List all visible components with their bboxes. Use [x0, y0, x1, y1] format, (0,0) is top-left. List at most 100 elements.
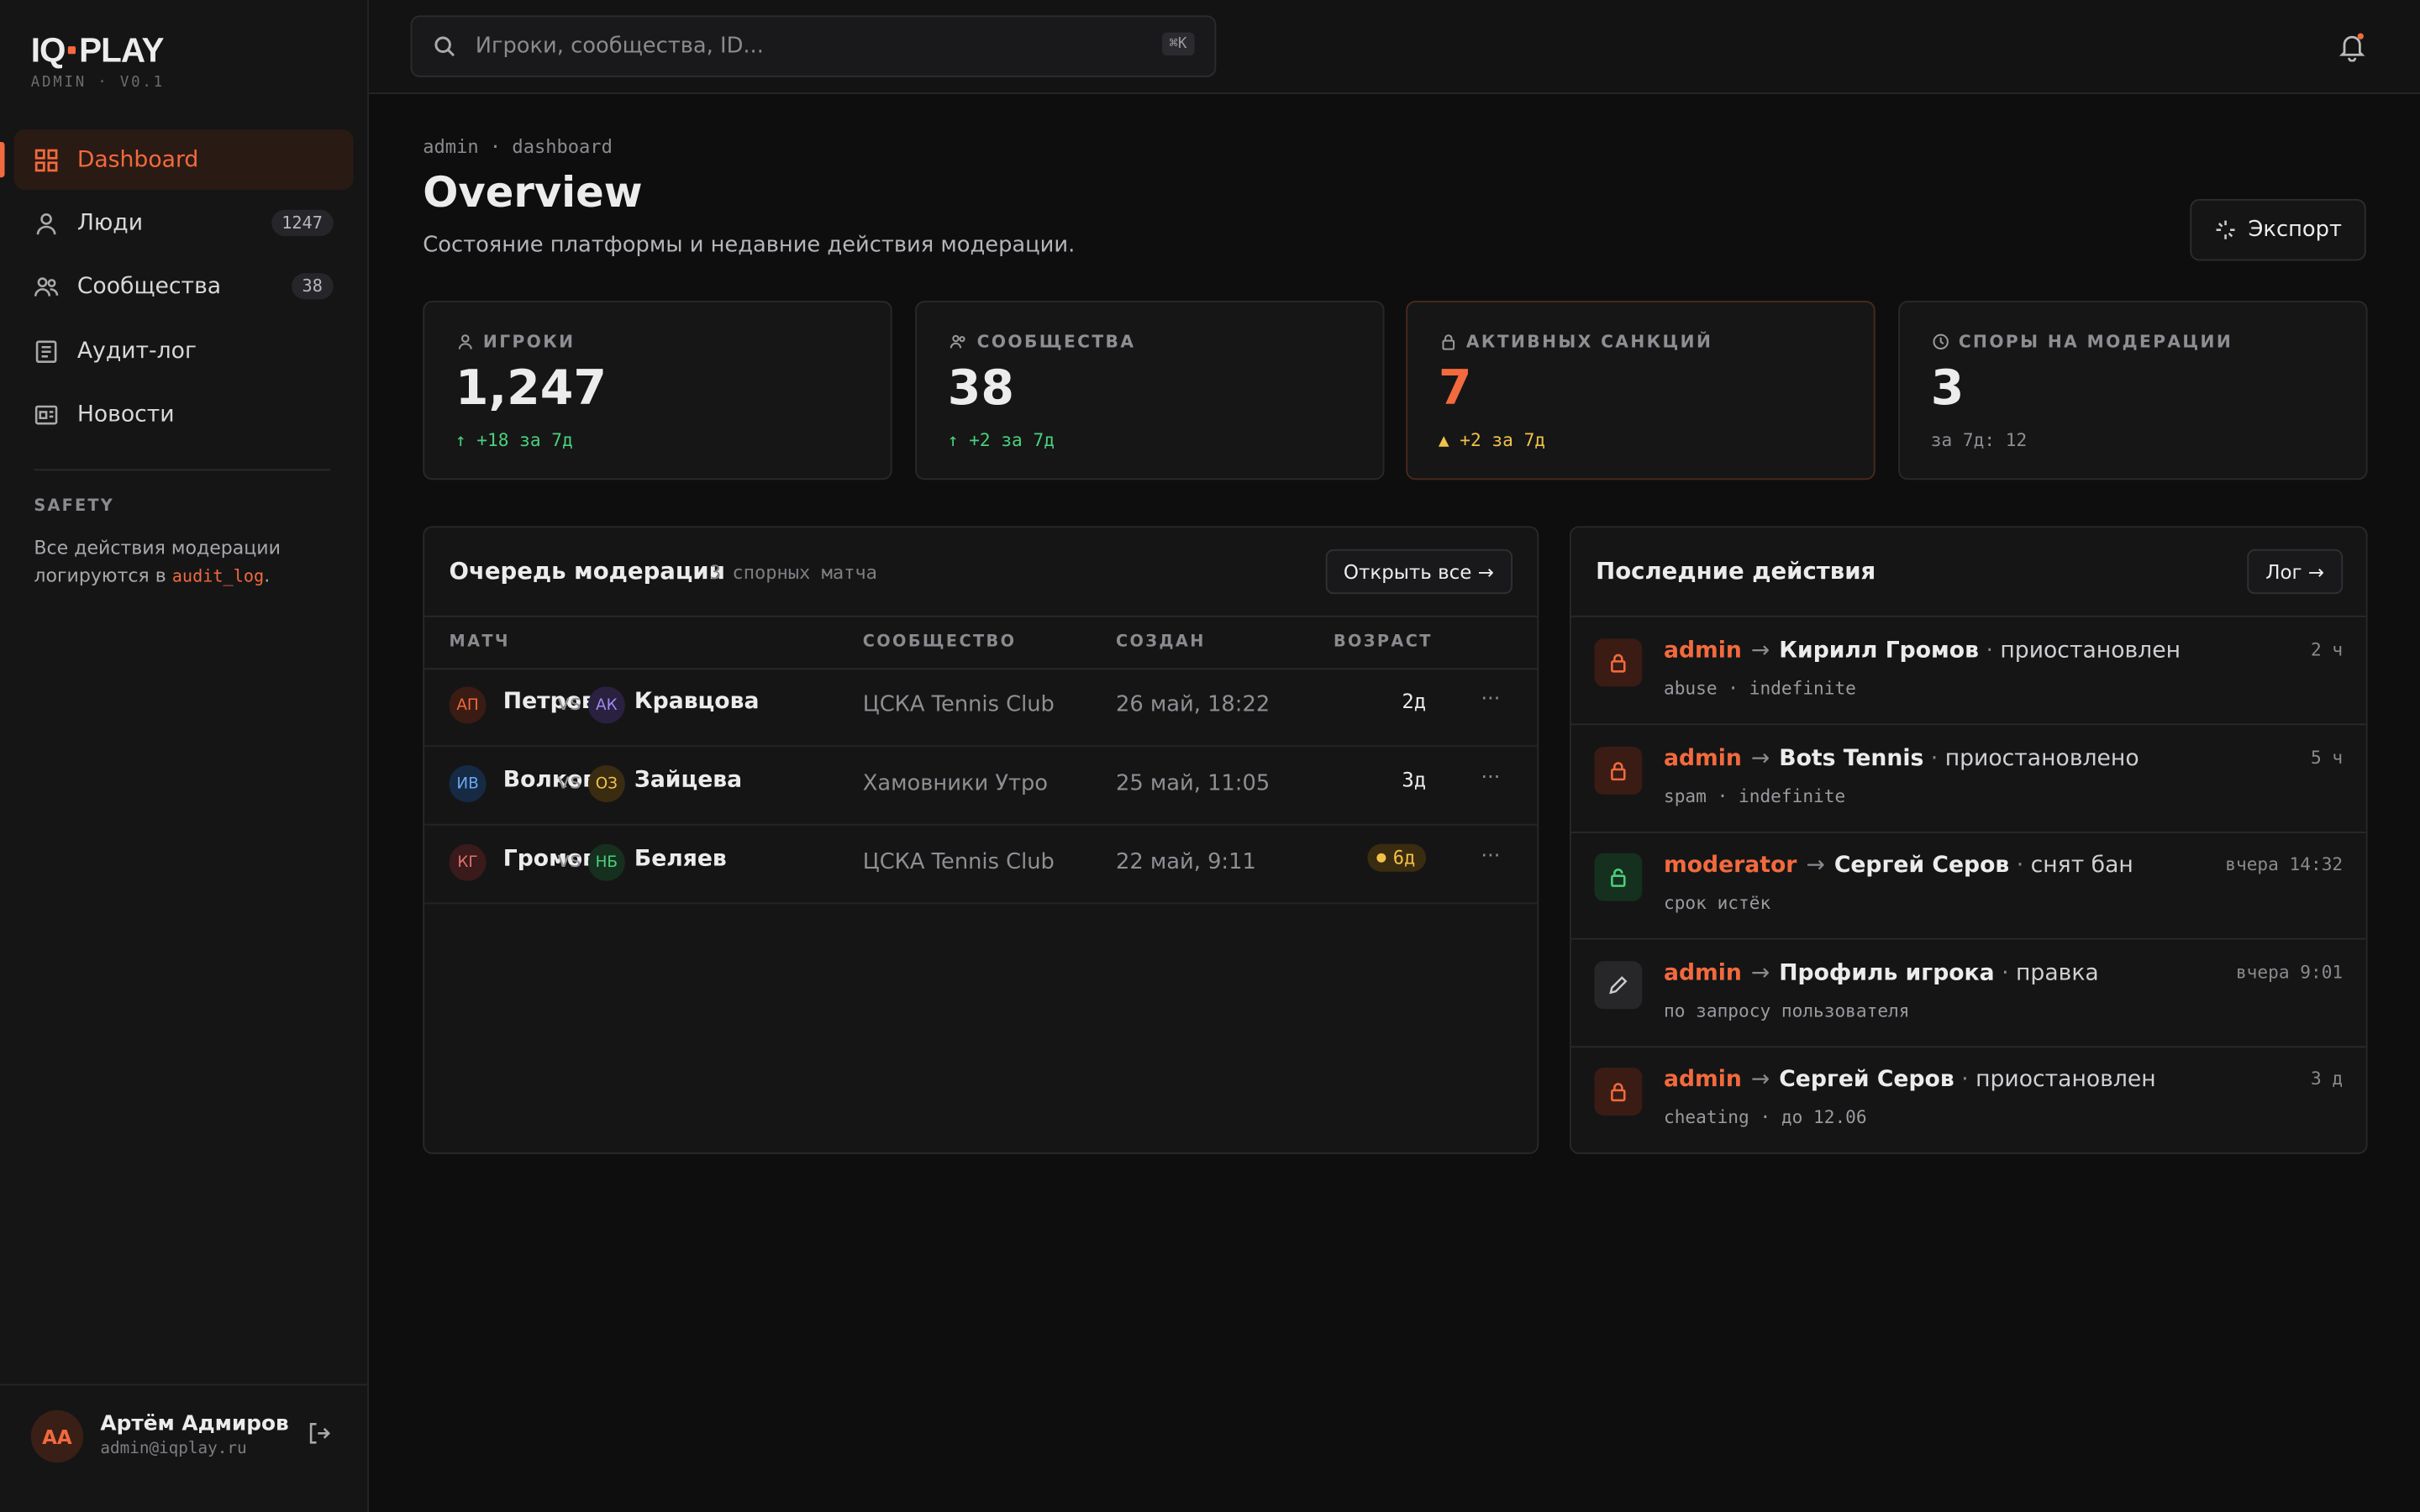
stat-value: 38 [947, 360, 1014, 417]
nav-label: Dashboard [76, 147, 199, 172]
actor: admin [1664, 960, 1742, 986]
icon [1611, 1084, 1626, 1102]
logo-text: PLAY [79, 30, 164, 70]
nav-item[interactable]: Люди 1247 [14, 193, 354, 254]
created-date: 26 май, 18:22 [1115, 692, 1270, 718]
age: 6д [1366, 843, 1427, 872]
topbar: Игроки, сообщества, ID... ⌘K [368, 0, 2420, 95]
created-date: 22 май, 9:11 [1115, 850, 1256, 875]
more-button[interactable]: ··· [1481, 845, 1501, 869]
note-text: . [264, 564, 271, 586]
active-bar [0, 141, 5, 178]
logo[interactable]: IQ PLAY [31, 30, 165, 71]
avatar: АП [449, 686, 487, 724]
page-title: Overview [423, 170, 643, 218]
activity-line: admin → Профиль игрока правка [1664, 961, 2099, 985]
icon [35, 339, 57, 363]
icon [1933, 333, 1949, 350]
more-button[interactable]: ··· [1481, 688, 1501, 711]
nav-item[interactable]: Аудит-лог [14, 321, 354, 381]
stat-label: АКТИВНЫХ САНКЦИЙ [1440, 332, 1713, 352]
activity-line: admin → Bots Tennis приостановлено [1664, 746, 2139, 770]
logout-button[interactable] [308, 1421, 332, 1446]
meta: spam · indefinite [1664, 785, 1846, 806]
arrow: → [1806, 853, 1825, 879]
stat-delta: ↑ +2 за 7д [947, 428, 1055, 451]
queue-panel: Очередь модерации 3 спорных матча Открыт… [423, 526, 1539, 1154]
time: 2 ч [2310, 638, 2344, 661]
note-code: audit_log [171, 566, 265, 586]
action: приостановлен [1986, 638, 2181, 663]
more-button[interactable]: ··· [1481, 766, 1501, 790]
time: 5 ч [2310, 746, 2344, 768]
stat-card: СООБЩЕСТВА 38 ↑ +2 за 7д [915, 301, 1385, 480]
log-button[interactable]: Лог → [2247, 549, 2344, 595]
time: 3 д [2310, 1068, 2344, 1090]
activity-item[interactable]: admin → Профиль игрока правка по запросу п… [1570, 939, 2366, 1047]
icon [34, 276, 59, 296]
open-all-button[interactable]: Открыть все → [1324, 549, 1512, 595]
arrow: → [1750, 960, 1770, 986]
time: вчера 9:01 [2235, 960, 2344, 983]
icon [1609, 975, 1628, 994]
action: приостановлено [1931, 746, 2139, 770]
queue-row[interactable]: АП Петров vs АК Кравцова ЦСКА Tennis Clu… [424, 666, 1538, 747]
actor: admin [1664, 638, 1742, 664]
queue-row[interactable]: ИВ Волков vs ОЗ Зайцева Хамовники Утро 2… [424, 745, 1538, 826]
nav-item[interactable]: Dashboard [0, 129, 354, 190]
activity-item[interactable]: admin → Кирилл Громов приостановлен abuse … [1570, 617, 2366, 726]
export-button[interactable]: Экспорт [2190, 198, 2366, 261]
search-icon [434, 36, 455, 57]
nav-badge: 1247 [271, 209, 334, 237]
icon [36, 213, 56, 234]
nav-item[interactable]: Новости [14, 384, 354, 444]
stat-delta: за 7д: 12 [1930, 428, 2028, 451]
avatar: ИВ [449, 765, 487, 803]
meta: по запросу пользователя [1664, 999, 1910, 1021]
target: Bots Tennis [1779, 746, 1924, 771]
icon [34, 404, 58, 424]
community: Хамовники Утро [862, 771, 1049, 796]
actor: admin [1664, 746, 1742, 771]
player-name: Громов [502, 847, 597, 872]
avatar: КГ [449, 843, 487, 881]
label-text: ИГРОКИ [482, 331, 576, 352]
meta: cheating · до 12.06 [1664, 1106, 1867, 1129]
player-name: Кравцова [634, 690, 760, 715]
vs-label: vs [557, 848, 581, 874]
action: приостановлен [1961, 1068, 2156, 1093]
age: 2д [1402, 690, 1427, 715]
action: снят бан [2017, 853, 2133, 878]
nav-label: Сообщества [76, 274, 222, 299]
divider [34, 469, 331, 471]
meta: abuse · indefinite [1664, 677, 1856, 700]
target: Сергей Серов [1779, 1068, 1954, 1094]
target: Профиль игрока [1779, 960, 1995, 986]
stat-value: 1,247 [455, 360, 607, 417]
action-icon [1594, 638, 1643, 687]
search-box[interactable]: Игроки, сообщества, ID... ⌘K [410, 15, 1217, 77]
section-title: SAFETY [34, 496, 114, 516]
queue-row[interactable]: КГ Громов vs НБ Беляев ЦСКА Tennis Club … [424, 824, 1538, 905]
player-name: Волков [502, 768, 597, 794]
vs-label: vs [557, 769, 581, 795]
activity-item[interactable]: admin → Сергей Серов приостановлен cheatin… [1571, 1047, 2366, 1152]
activity-list: admin → Кирилл Громов приостановлен abuse … [1570, 615, 2366, 1128]
column-header: МАТЧ [449, 633, 510, 652]
action-icon [1594, 853, 1643, 901]
activity-line: admin → Кирилл Громов приостановлен [1664, 638, 2181, 663]
player-name: Петров [502, 690, 596, 715]
action: правка [2002, 961, 2099, 985]
stat-label: СПОРЫ НА МОДЕРАЦИИ [1933, 332, 2233, 352]
activity-item[interactable]: moderator → Сергей Серов снят бан срок ист… [1570, 832, 2366, 940]
breadcrumb: admin · dashboard [423, 135, 613, 158]
nav-item[interactable]: Сообщества 38 [14, 256, 354, 317]
activity-item[interactable]: admin → Bots Tennis приостановлено spam · … [1570, 725, 2366, 833]
notifications[interactable] [2337, 31, 2368, 62]
community: ЦСКА Tennis Club [862, 692, 1055, 718]
avatar[interactable]: АА [30, 1410, 84, 1463]
player-name: Зайцева [634, 768, 743, 794]
column-header: ВОЗРАСТ [1333, 633, 1433, 652]
